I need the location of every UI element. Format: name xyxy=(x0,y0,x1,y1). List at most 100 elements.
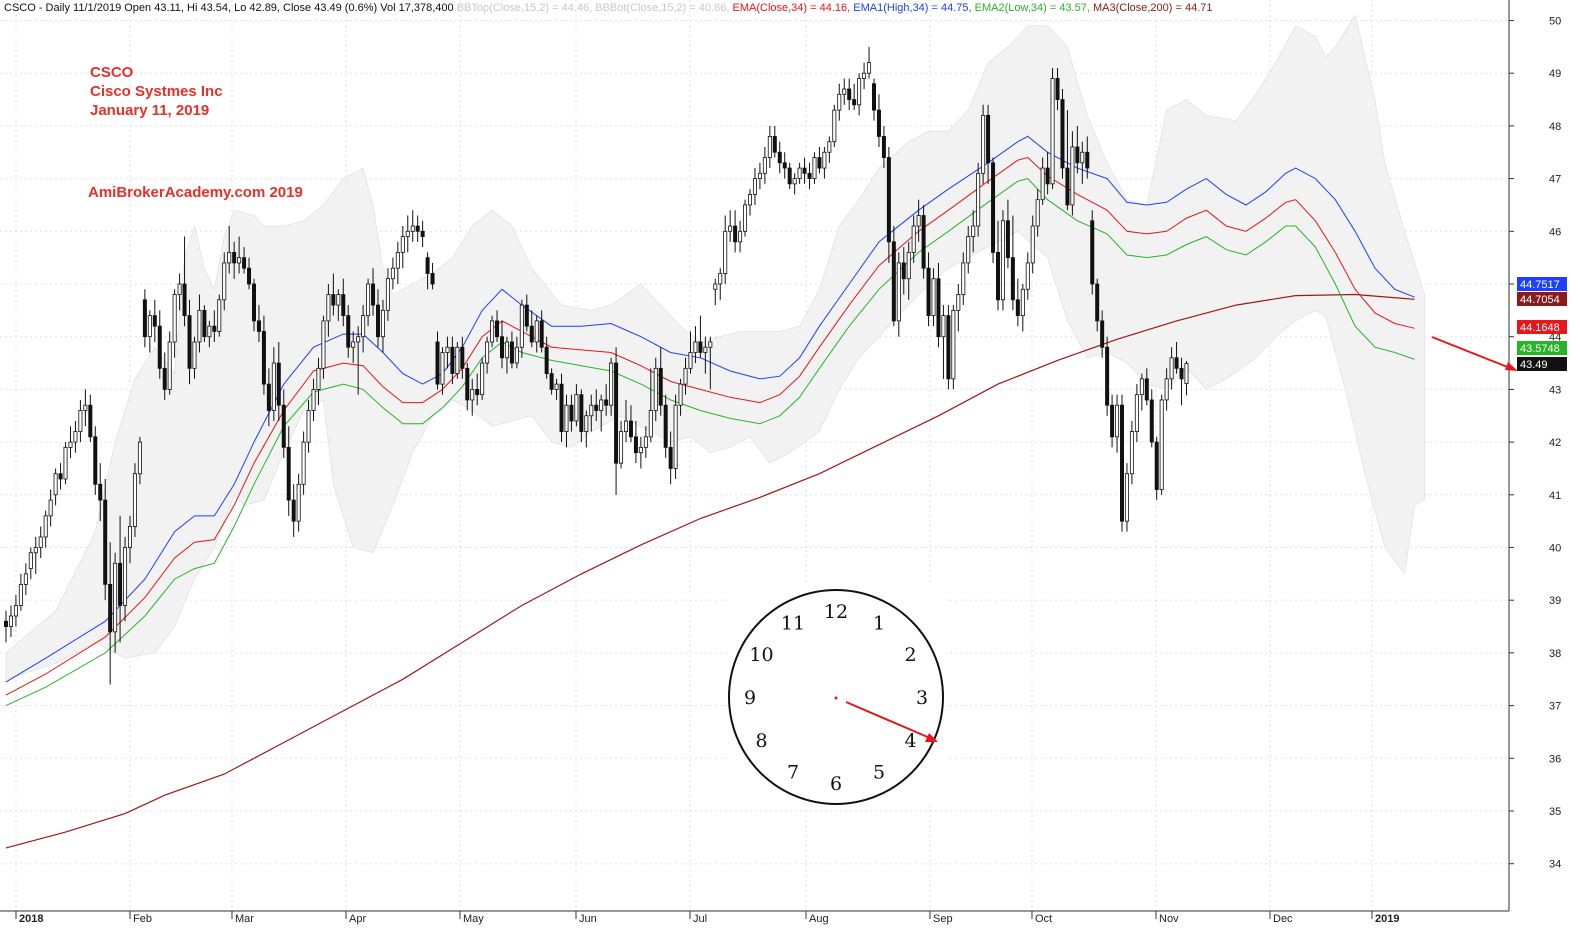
candle-body xyxy=(162,367,167,390)
candle-body xyxy=(1020,288,1025,317)
candle-body xyxy=(847,88,852,100)
y-tick-label: 41 xyxy=(1549,490,1561,502)
y-tick-label: 44 xyxy=(1549,332,1561,344)
clock-hand xyxy=(845,701,938,742)
candle-body xyxy=(688,352,693,369)
candle-body xyxy=(817,157,822,169)
clock-number: 7 xyxy=(787,762,799,784)
candle-body xyxy=(232,251,237,264)
candle-body xyxy=(13,605,18,617)
candle-body xyxy=(971,225,976,237)
clock-number: 3 xyxy=(916,687,928,709)
candle-body xyxy=(296,483,301,522)
price-axis: 3435363738394041424344454647484950 xyxy=(1509,16,1561,871)
x-tick-label: Sep xyxy=(933,913,953,925)
x-tick-label: Dec xyxy=(1273,913,1293,925)
value-tag: 43.49 xyxy=(1517,357,1567,371)
x-tick-label: Jun xyxy=(579,913,597,925)
candle-body xyxy=(653,367,658,411)
x-tick-label: Aug xyxy=(809,913,829,925)
candle-body xyxy=(341,294,346,317)
candle-body xyxy=(703,346,708,353)
candle-body xyxy=(837,93,842,111)
candle-body xyxy=(1144,378,1149,401)
candle-body xyxy=(564,404,569,432)
candle-body xyxy=(862,72,867,79)
candle-body xyxy=(1149,399,1154,443)
candle-body xyxy=(931,278,936,317)
candle-body xyxy=(867,62,872,74)
candle-body xyxy=(321,320,326,369)
candle-body xyxy=(569,404,574,422)
candle-body xyxy=(1120,404,1125,522)
annotation-company: Cisco Systmes Inc xyxy=(90,83,223,100)
clock-number: 4 xyxy=(904,730,916,752)
clock-number: 2 xyxy=(904,644,916,666)
candle-body xyxy=(738,230,743,243)
value-tag: 44.7054 xyxy=(1517,292,1567,306)
candle-body xyxy=(544,346,549,374)
candle-body xyxy=(390,267,395,280)
candle-body xyxy=(514,346,519,364)
x-tick-label: Nov xyxy=(1159,913,1179,925)
candle-body xyxy=(1124,473,1129,522)
candle-body xyxy=(966,236,971,264)
candle-body xyxy=(911,225,916,253)
y-tick-label: 46 xyxy=(1549,226,1561,238)
y-tick-label: 48 xyxy=(1549,121,1561,133)
candle-body xyxy=(420,230,425,237)
candle-body xyxy=(529,325,534,343)
candle-body xyxy=(1174,357,1179,369)
candle-body xyxy=(48,499,53,517)
y-tick-label: 47 xyxy=(1549,174,1561,186)
candle-body xyxy=(857,78,862,106)
candle-body xyxy=(480,362,485,396)
candle-body xyxy=(371,283,376,306)
candle-body xyxy=(1035,199,1040,227)
clock-number: 5 xyxy=(873,762,885,784)
candle-body xyxy=(336,294,341,306)
candle-body xyxy=(1139,378,1144,396)
candle-body xyxy=(906,251,911,280)
candle-body xyxy=(222,262,227,301)
candle-body xyxy=(499,336,504,359)
candle-body xyxy=(886,157,891,243)
value-tag-label: 43.5748 xyxy=(1520,343,1560,355)
candle-body xyxy=(534,320,539,343)
candle-body xyxy=(366,283,371,317)
clock-number: 9 xyxy=(744,687,756,709)
candle-body xyxy=(683,367,688,385)
candle-body xyxy=(380,309,385,338)
candle-body xyxy=(827,141,832,153)
candle-body xyxy=(316,367,321,390)
candle-body xyxy=(326,294,331,322)
candle-body xyxy=(435,341,440,385)
candle-body xyxy=(157,325,162,369)
candle-body xyxy=(504,341,509,359)
candle-body xyxy=(346,315,351,348)
candle-body xyxy=(549,373,554,390)
candle-body xyxy=(18,583,23,606)
y-tick-label: 39 xyxy=(1549,595,1561,607)
annotation-date: January 11, 2019 xyxy=(90,102,209,119)
candle-body xyxy=(822,151,827,169)
clock-center xyxy=(834,696,838,700)
x-tick-label: Apr xyxy=(349,913,366,925)
candle-body xyxy=(812,157,817,180)
candle-body xyxy=(921,215,926,269)
candle-body xyxy=(767,136,772,158)
candle-body xyxy=(624,420,629,432)
candle-body xyxy=(1164,378,1169,401)
candle-body xyxy=(490,320,495,343)
header-bbbot: BBBot(Close,15,2) = 40.86, xyxy=(595,2,732,14)
candle-body xyxy=(663,404,668,448)
candle-body xyxy=(23,573,28,585)
candle-body xyxy=(1005,220,1010,259)
time-axis: 2018 Feb Mar Apr May Jun Jul Aug Sep Oct Nov Dec 201… xyxy=(15,911,1399,925)
header-ema1: EMA1(High,34) = 44.75, xyxy=(853,2,974,14)
candle-body xyxy=(1105,346,1110,406)
value-tag-bg xyxy=(1517,341,1567,355)
y-tick-label: 50 xyxy=(1549,16,1561,28)
